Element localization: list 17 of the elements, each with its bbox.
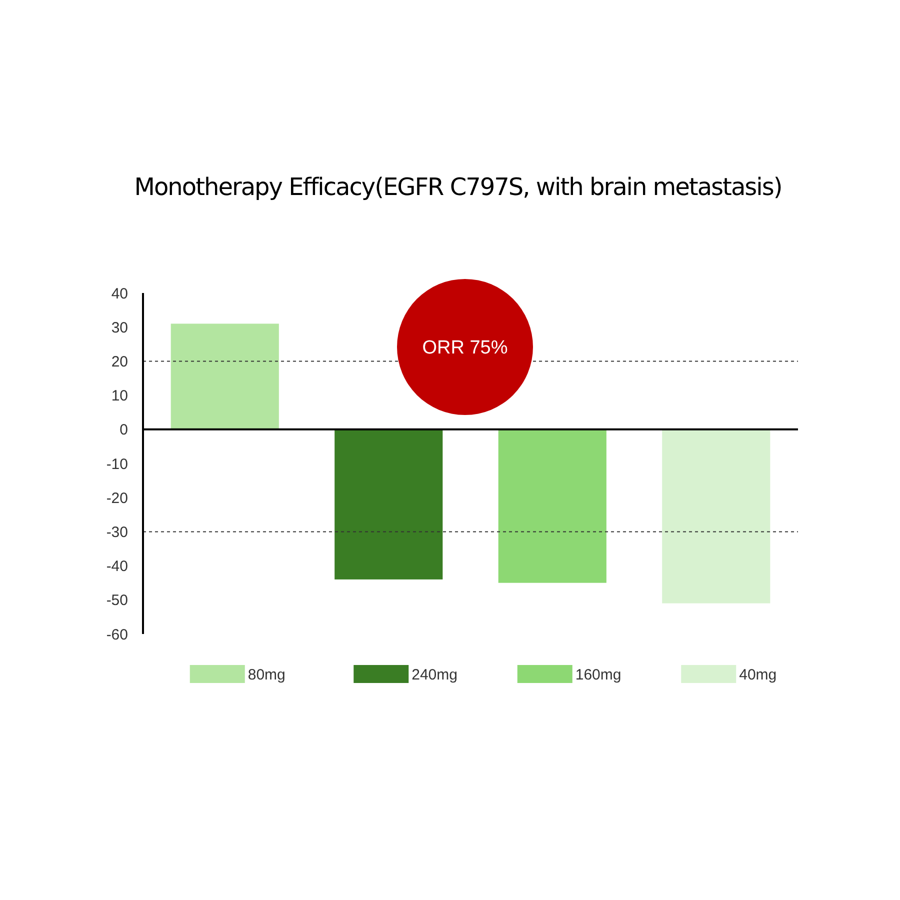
annotation: ORR 75% [422, 338, 508, 359]
y-tick-label: -50 [106, 592, 128, 610]
y-tick-label: -60 [106, 626, 128, 644]
legend-label: 40mg [739, 666, 777, 684]
y-tick-label: 30 [111, 319, 128, 336]
y-tick-label: 0 [120, 422, 128, 439]
y-tick-label: -10 [106, 456, 128, 473]
legend-label: 160mg [575, 666, 622, 684]
y-tick-label: 10 [111, 388, 128, 405]
y-tick-label: -30 [106, 524, 128, 541]
y-tick-label: -20 [106, 490, 128, 507]
y-tick-label: 20 [111, 353, 128, 370]
y-tick-label: 40 [111, 285, 128, 302]
legend-label: 240mg [412, 666, 458, 684]
chart-title: Monotherapy Efficacy(EGFR C797S, with brain metastasis) [134, 173, 782, 201]
legend-label: 80mg [248, 666, 286, 684]
y-tick-label: -40 [106, 558, 128, 576]
